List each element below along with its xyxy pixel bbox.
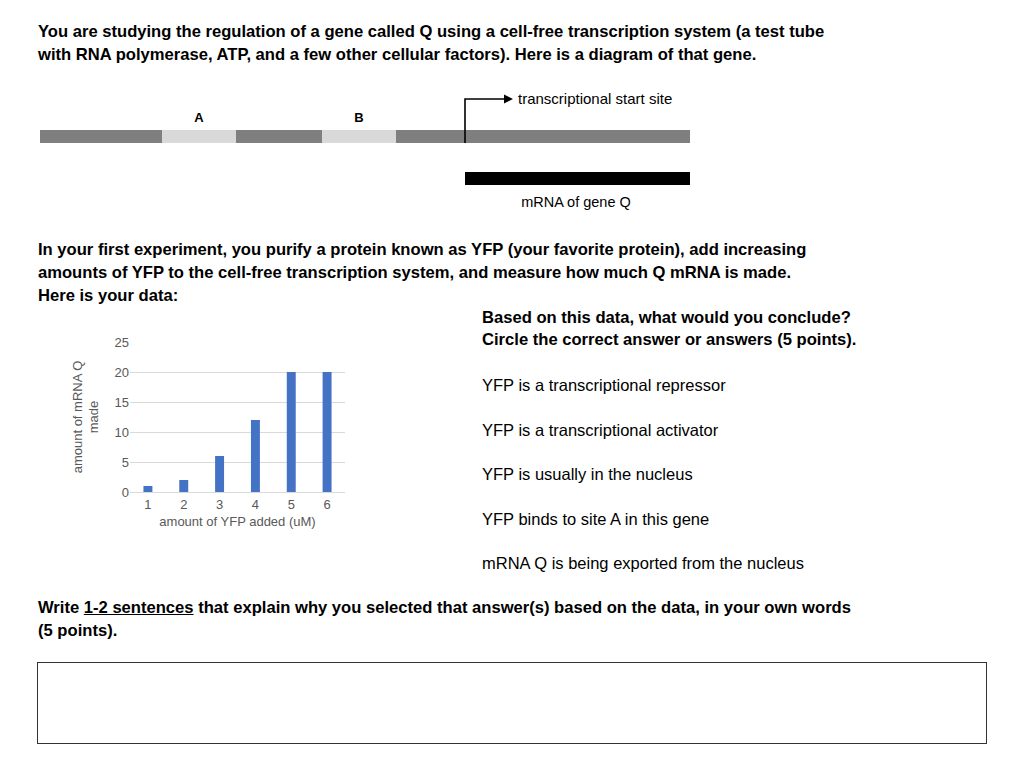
html-text:mRNA Q is being exported from: mRNA Q is being exported from the nucleu… — [482, 554, 804, 573]
svg-text:10: 10 — [115, 425, 129, 440]
html-text:(5 points).: (5 points). — [38, 621, 118, 640]
html-text:In your first experiment, you: In your first experiment, you purify a p… — [38, 240, 807, 259]
svg-text:B: B — [354, 110, 363, 125]
svg-text:20: 20 — [115, 365, 129, 380]
svg-text:amount of mRNA Qmade: amount of mRNA Qmade — [70, 361, 102, 474]
svg-text:2: 2 — [180, 497, 187, 512]
svg-text:6: 6 — [323, 497, 330, 512]
svg-text:25: 25 — [115, 335, 129, 350]
svg-text:A: A — [194, 110, 204, 125]
html-text:with RNA polymerase, ATP, and: with RNA polymerase, ATP, and a few othe… — [38, 45, 757, 64]
svg-text:amount of YFP added (uM): amount of YFP added (uM) — [159, 514, 315, 529]
html-text:amounts of YFP to the cell-fre: amounts of YFP to the cell-free transcri… — [38, 263, 791, 282]
svg-text:3: 3 — [216, 497, 223, 512]
svg-text:15: 15 — [115, 395, 129, 410]
html-text:Here is your data:: Here is your data: — [38, 286, 179, 305]
html-text:YFP binds to site A in this ge: YFP binds to site A in this gene — [482, 509, 710, 528]
svg-text:5: 5 — [122, 455, 129, 470]
html-text:YFP is usually in the nucleus: YFP is usually in the nucleus — [482, 465, 693, 484]
svg-text:5: 5 — [288, 497, 295, 512]
html-text:Circle the correct answer or a: Circle the correct answer or answers (5 … — [482, 330, 857, 349]
svg-text:transcriptional start site: transcriptional start site — [518, 90, 672, 107]
svg-text:0: 0 — [122, 485, 129, 500]
html-text:YFP is a transcriptional activ: YFP is a transcriptional activator — [482, 420, 719, 439]
svg-text:1: 1 — [144, 497, 151, 512]
svg-text:mRNA of gene Q: mRNA of gene Q — [521, 194, 631, 210]
html-text:Write 1-2 sentences that expla: Write 1-2 sentences that explain why you… — [38, 598, 851, 617]
svg-text:4: 4 — [252, 497, 259, 512]
html-text:YFP is a transcriptional repre: YFP is a transcriptional repressor — [482, 376, 726, 394]
html-text:Based on this data, what would: Based on this data, what would you concl… — [482, 308, 851, 327]
html-text:You are studying the regulatio: You are studying the regulation of a gen… — [38, 22, 825, 41]
